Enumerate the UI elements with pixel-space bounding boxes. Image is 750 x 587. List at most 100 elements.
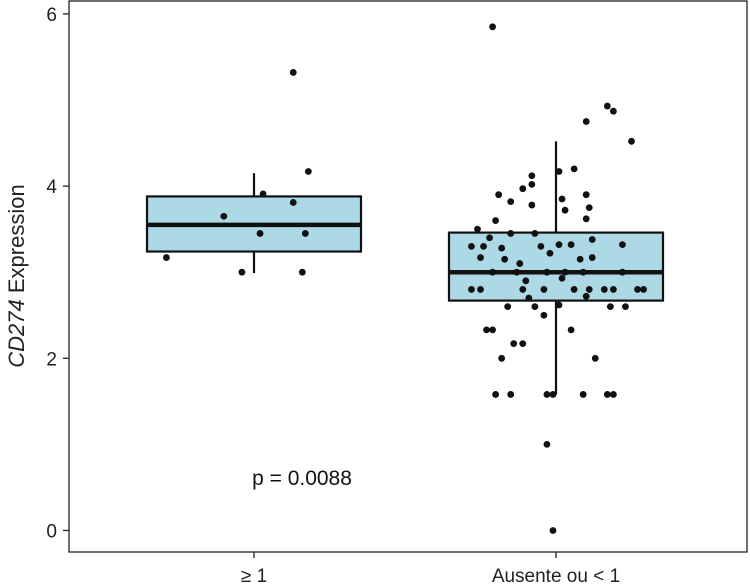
data-point [609, 391, 617, 398]
data-point [600, 286, 608, 293]
y-tick-label: 2 [46, 349, 57, 370]
y-tick-label: 6 [46, 5, 57, 26]
data-point [585, 286, 593, 293]
y-axis: 0 2 4 6 [46, 5, 69, 542]
data-point [468, 242, 475, 250]
data-point [585, 204, 593, 212]
data-point [504, 303, 512, 311]
data-point [567, 326, 575, 334]
data-point [486, 234, 493, 242]
data-point [555, 168, 563, 175]
data-point [606, 303, 614, 311]
data-point [289, 199, 297, 206]
y-tick-label: 0 [46, 521, 57, 542]
data-point [507, 230, 515, 237]
data-point [619, 268, 626, 276]
data-point [603, 102, 611, 110]
data-point [549, 391, 557, 398]
y-axis-title-rest: Expression [4, 184, 29, 299]
data-point [304, 168, 312, 175]
data-point [483, 326, 490, 334]
box-group [145, 141, 665, 395]
data-point [301, 230, 309, 237]
data-point [474, 225, 481, 233]
data-point [561, 206, 569, 214]
data-point [519, 185, 527, 193]
data-point [531, 230, 539, 237]
data-point [498, 244, 506, 252]
data-point [622, 303, 629, 311]
data-point [501, 255, 509, 263]
x-tick-label: Ausente ou < 1 [492, 566, 620, 587]
data-point [507, 391, 515, 398]
data-point [579, 391, 587, 398]
data-point [519, 286, 527, 293]
p-value-annotation: p = 0.0088 [252, 467, 352, 490]
data-point [582, 215, 590, 223]
data-point [609, 286, 617, 293]
data-point [543, 268, 551, 276]
data-point [537, 242, 545, 250]
data-point [528, 180, 536, 188]
data-point [477, 254, 484, 261]
data-points [163, 23, 647, 534]
data-point [489, 268, 496, 276]
data-point [549, 527, 557, 534]
data-point [498, 354, 506, 362]
data-point [477, 286, 484, 293]
data-point [543, 391, 551, 398]
data-point [289, 69, 297, 76]
data-point [588, 236, 596, 243]
data-point [546, 249, 554, 257]
data-point [528, 201, 536, 209]
data-point [628, 137, 635, 145]
data-point [591, 354, 599, 362]
data-point [238, 268, 246, 276]
data-point [558, 195, 566, 203]
data-point [579, 268, 587, 276]
data-point [540, 286, 548, 293]
data-point [507, 198, 515, 205]
data-point [531, 303, 539, 311]
data-point [220, 212, 228, 220]
x-axis: ≥ 1 Ausente ou < 1 [241, 552, 620, 587]
data-point [528, 172, 536, 180]
data-point [468, 286, 475, 293]
data-point [516, 260, 524, 267]
y-axis-title-gene: CD274 [4, 299, 29, 367]
y-tick-label: 4 [46, 177, 57, 198]
data-point [619, 241, 626, 249]
data-point [570, 165, 578, 173]
data-point [582, 118, 590, 125]
data-point [576, 255, 584, 263]
data-point [561, 268, 569, 276]
data-point [603, 391, 611, 398]
data-point [558, 274, 566, 282]
data-point [259, 190, 267, 198]
data-point [489, 326, 496, 334]
data-point [525, 294, 533, 302]
data-point [555, 241, 563, 249]
data-point [522, 277, 530, 285]
data-point [298, 268, 306, 276]
data-point [510, 340, 518, 348]
data-point [567, 241, 575, 249]
data-point [480, 242, 487, 250]
data-point [495, 191, 503, 199]
data-point [256, 230, 264, 237]
data-point [588, 254, 596, 261]
data-point [489, 23, 496, 31]
data-point [555, 301, 563, 309]
data-point [163, 254, 170, 261]
data-point [570, 286, 578, 293]
data-point [513, 268, 521, 276]
data-point [519, 340, 527, 348]
data-point [582, 292, 590, 300]
y-axis-title: CD274 Expression [4, 184, 29, 367]
data-point [634, 286, 641, 293]
data-point [543, 440, 551, 448]
x-tick-label: ≥ 1 [241, 566, 267, 587]
data-point [492, 217, 499, 224]
data-point [492, 391, 499, 398]
